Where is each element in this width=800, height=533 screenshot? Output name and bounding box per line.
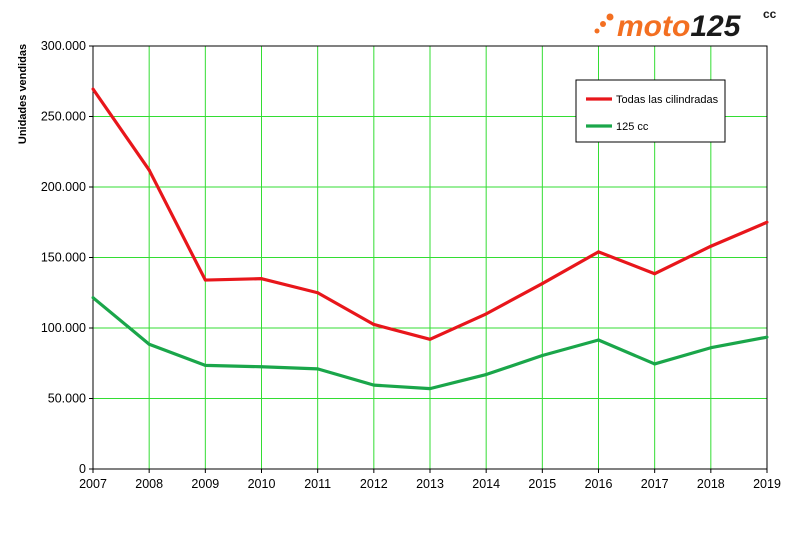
logo-moto-text: moto xyxy=(617,10,690,43)
data-point xyxy=(540,353,544,357)
x-tick-label: 2017 xyxy=(641,477,669,491)
y-axis-label: Unidades vendidas xyxy=(17,44,29,144)
legend-label: 125 cc xyxy=(616,121,649,133)
moto125-logo-graphic: moto125 cc xyxy=(594,7,777,43)
data-point xyxy=(484,373,488,377)
logo-num-text: 125 xyxy=(690,10,741,43)
logo-dot xyxy=(606,13,614,21)
data-point xyxy=(372,322,376,326)
x-tick-label: 2014 xyxy=(472,477,500,491)
x-tick-label: 2013 xyxy=(416,477,444,491)
x-tick-label: 2016 xyxy=(585,477,613,491)
data-point xyxy=(428,337,432,341)
y-tick-label: 250.000 xyxy=(41,110,86,124)
data-point xyxy=(203,363,207,367)
data-point xyxy=(316,291,320,295)
logo-dot xyxy=(594,28,600,34)
data-point xyxy=(709,346,713,350)
data-point xyxy=(91,87,95,91)
data-point xyxy=(540,282,544,286)
data-point xyxy=(765,220,769,224)
data-point xyxy=(316,367,320,371)
legend-label: Todas las cilindradas xyxy=(616,94,719,106)
x-tick-label: 2007 xyxy=(79,477,107,491)
data-point xyxy=(484,312,488,316)
data-point xyxy=(653,362,657,366)
data-point xyxy=(260,365,263,369)
data-point xyxy=(597,250,600,254)
y-axis: 0 50.000 100.000 150.000 200.000 250.000 300.0… xyxy=(41,39,93,476)
data-point xyxy=(147,168,151,172)
x-tick-label: 2009 xyxy=(191,477,219,491)
y-tick-label: 150.000 xyxy=(41,251,86,265)
data-point xyxy=(260,277,263,281)
logo-cc-text: cc xyxy=(763,7,777,21)
x-tick-label: 2011 xyxy=(304,477,331,491)
data-point xyxy=(91,296,95,300)
x-tick-label: 2008 xyxy=(135,477,163,491)
y-tick-label: 200.000 xyxy=(41,180,86,194)
data-point xyxy=(203,278,207,282)
x-tick-label: 2015 xyxy=(528,477,556,491)
data-point xyxy=(428,387,432,391)
y-tick-label: 300.000 xyxy=(41,39,86,53)
x-axis: 2007 2008 2009 2010 2011 2012 2013 2014 2015 2016… xyxy=(79,469,781,491)
data-point xyxy=(765,335,769,339)
legend-box xyxy=(575,79,726,143)
y-tick-label: 100.000 xyxy=(41,321,86,335)
data-point xyxy=(147,342,151,346)
x-tick-label: 2010 xyxy=(248,477,276,491)
data-point xyxy=(597,338,600,342)
legend: Todas las cilindradas 125 cc xyxy=(575,79,726,143)
data-point xyxy=(372,383,376,387)
logo-dot xyxy=(600,21,606,27)
series-lines xyxy=(91,87,769,391)
x-tick-label: 2019 xyxy=(753,477,781,491)
grid xyxy=(93,46,767,469)
data-point xyxy=(653,272,657,276)
y-tick-label: 50.000 xyxy=(48,392,86,406)
y-tick-label: 0 xyxy=(79,462,86,476)
logo-moto: moto125 xyxy=(617,10,742,43)
moto125-logo: moto125 cc xyxy=(593,4,793,44)
x-tick-label: 2012 xyxy=(360,477,388,491)
data-point xyxy=(709,244,713,248)
x-tick-label: 2018 xyxy=(697,477,725,491)
